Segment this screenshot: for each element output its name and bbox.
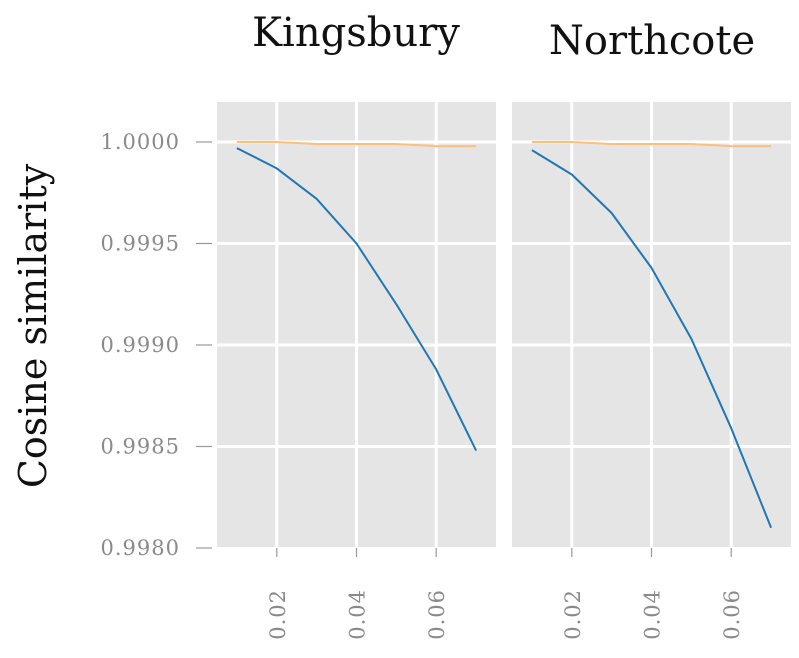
y-axis-label: Cosine similarity <box>11 163 55 488</box>
series-line-1 <box>531 149 773 529</box>
x-tick-label: 0.02 <box>266 589 290 640</box>
panel-title-kingsbury: Kingsbury <box>252 10 460 56</box>
y-tick-label: 0.9990 <box>101 333 180 357</box>
x-tick-label: 0.04 <box>346 589 370 640</box>
series-line-2 <box>531 141 772 148</box>
series-line-2 <box>236 141 477 148</box>
y-tick-label: 0.9980 <box>101 536 180 560</box>
panel-title-northcote: Northcote <box>549 18 755 64</box>
y-tick-label: 1.0000 <box>101 130 180 154</box>
x-tick-label: 0.06 <box>720 589 744 640</box>
x-tick-label: 0.02 <box>561 589 585 640</box>
x-tick-label: 0.04 <box>641 589 665 640</box>
x-tick-label: 0.06 <box>425 589 449 640</box>
y-tick-label: 0.9985 <box>101 435 180 459</box>
y-tick-label: 0.9995 <box>101 232 180 256</box>
